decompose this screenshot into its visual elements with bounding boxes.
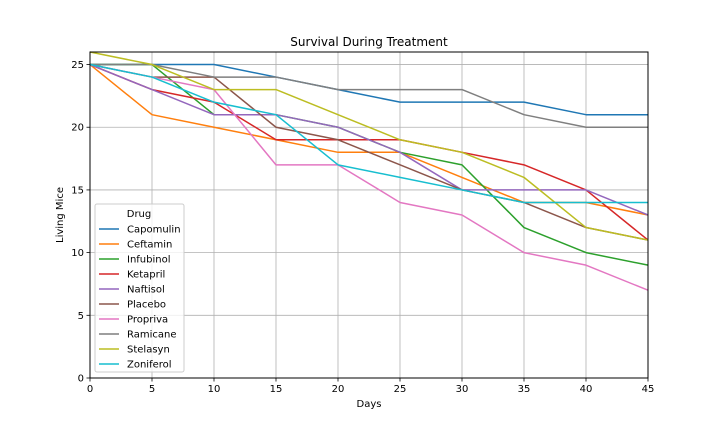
legend-item: Infubinol <box>99 255 171 266</box>
y-tick-label: 25 <box>71 60 84 71</box>
y-tick-label: 20 <box>71 123 84 134</box>
chart-title: Survival During Treatment <box>290 35 448 49</box>
legend-item: Ceftamin <box>99 240 172 251</box>
legend-label: Naftisol <box>127 285 165 296</box>
series-line-propriva <box>89 63 649 291</box>
legend-item: Capomulin <box>99 225 181 236</box>
legend-label: Infubinol <box>127 255 171 266</box>
series-lines <box>89 51 649 291</box>
series-line-naftisol <box>89 63 649 216</box>
x-tick-label: 15 <box>270 384 283 395</box>
series-line-capomulin <box>90 63 648 116</box>
legend-item: Naftisol <box>99 285 165 296</box>
y-tick-label: 10 <box>71 248 84 259</box>
x-tick-label: 10 <box>208 384 221 395</box>
x-tick-label: 40 <box>580 384 593 395</box>
y-tick-label: 15 <box>71 185 84 196</box>
legend-item: Propriva <box>99 315 168 326</box>
x-tick-label: 35 <box>518 384 531 395</box>
legend-label: Propriva <box>127 315 168 326</box>
legend-item: Placebo <box>99 300 166 311</box>
legend-item: Ramicane <box>99 330 177 341</box>
legend-label: Zoniferol <box>127 360 172 371</box>
legend-item: Stelasyn <box>99 345 170 356</box>
legend-item: Zoniferol <box>99 360 172 371</box>
x-tick-label: 5 <box>149 384 155 395</box>
legend-box <box>94 203 185 373</box>
legend-item: Ketapril <box>99 270 165 281</box>
series-line-ramicane <box>90 63 648 128</box>
legend-title: Drug <box>127 209 152 220</box>
legend-label: Placebo <box>127 300 166 311</box>
x-tick-label: 25 <box>394 384 407 395</box>
x-axis-title: Days <box>357 399 382 410</box>
legend-label: Ketapril <box>127 270 165 281</box>
y-tick-label: 5 <box>78 311 84 322</box>
legend-label: Ramicane <box>127 330 177 341</box>
plot-frame <box>89 51 649 379</box>
legend-label: Ceftamin <box>127 240 172 251</box>
legend-label: Stelasyn <box>127 345 170 356</box>
x-tick-label: 0 <box>87 384 93 395</box>
legend-label: Capomulin <box>127 225 181 236</box>
y-axis-title: Living Mice <box>55 187 66 243</box>
x-tick-label: 45 <box>642 384 655 395</box>
x-tick-label: 30 <box>456 384 469 395</box>
x-tick-label: 20 <box>332 384 345 395</box>
legend: Drug Capomulin Ceftamin Infubinol Ketapril N… <box>94 203 185 373</box>
legend-items: Capomulin Ceftamin Infubinol Ketapril Naftis… <box>99 225 181 371</box>
axis-ticks: 0 5 10 15 20 25 30 35 40 45 0 5 10 15 20 25 <box>71 60 654 395</box>
y-tick-label: 0 <box>78 374 84 385</box>
series-line-zoniferol <box>89 63 648 204</box>
